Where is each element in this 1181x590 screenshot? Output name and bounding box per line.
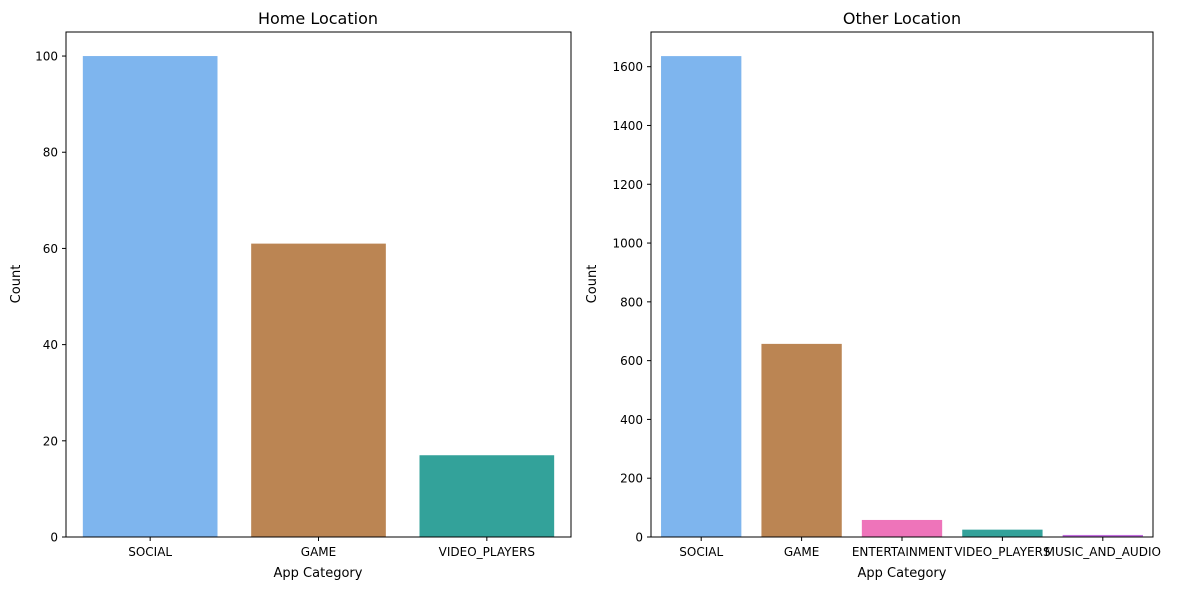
- y-tick-label: 800: [620, 295, 643, 309]
- y-axis: 0 200 400 600 800 1000 1200 1400 1600: [612, 60, 651, 545]
- y-tick-label: 0: [635, 531, 643, 545]
- bar-video-players: [419, 455, 555, 537]
- bar-entertainment: [861, 519, 943, 537]
- subplot-other-location: Other Location 0 200 400 600 800 1000 1200 1400…: [585, 9, 1161, 581]
- x-tick-label: GAME: [301, 545, 336, 559]
- x-tick-label: VIDEO_PLAYERS: [954, 545, 1050, 559]
- y-tick-label: 100: [35, 50, 58, 64]
- x-axis-label: App Category: [858, 566, 947, 581]
- x-tick-label: SOCIAL: [128, 545, 172, 559]
- bar-social: [82, 56, 218, 538]
- y-tick-label: 0: [50, 531, 58, 545]
- bar-social: [661, 56, 742, 537]
- chart-title: Other Location: [843, 9, 961, 28]
- x-axis: SOCIAL GAME ENTERTAINMENT VIDEO_PLAYERSMUSI…: [679, 537, 1161, 559]
- x-axis: SOCIAL GAME VIDEO_PLAYERS: [128, 537, 535, 559]
- bar-game: [761, 343, 842, 537]
- y-tick-label: 600: [620, 354, 643, 368]
- x-axis-label: App Category: [274, 566, 363, 581]
- y-tick-label: 1400: [612, 119, 643, 133]
- y-tick-label: 40: [43, 338, 58, 352]
- bar-group: [82, 56, 555, 538]
- y-axis: 0 20 40 60 80 100: [35, 50, 66, 545]
- y-axis-label: Count: [585, 265, 600, 304]
- y-tick-label: 200: [620, 472, 643, 486]
- bar-video-players: [962, 529, 1043, 537]
- x-tick-label: ENTERTAINMENT: [852, 545, 953, 559]
- x-tick-label: SOCIAL: [679, 545, 723, 559]
- chart-title: Home Location: [258, 9, 378, 28]
- bar-game: [251, 243, 386, 537]
- x-tick-label: GAME: [784, 545, 819, 559]
- bar-music-and-audio: [1062, 534, 1143, 537]
- y-tick-label: 60: [43, 242, 58, 256]
- y-tick-label: 80: [43, 146, 58, 160]
- y-tick-label: 20: [43, 434, 58, 448]
- y-tick-label: 1600: [612, 60, 643, 74]
- x-tick-label: MUSIC_AND_AUDIO: [1045, 545, 1161, 559]
- bar-group: [661, 56, 1143, 537]
- subplot-home-location: Home Location 0 20 40 60 80 100 SOCIAL GAME VID…: [9, 9, 572, 581]
- y-axis-label: Count: [9, 265, 24, 304]
- x-tick-label: VIDEO_PLAYERS: [439, 545, 535, 559]
- y-tick-label: 400: [620, 413, 643, 427]
- y-tick-label: 1200: [612, 178, 643, 192]
- y-tick-label: 1000: [612, 237, 643, 251]
